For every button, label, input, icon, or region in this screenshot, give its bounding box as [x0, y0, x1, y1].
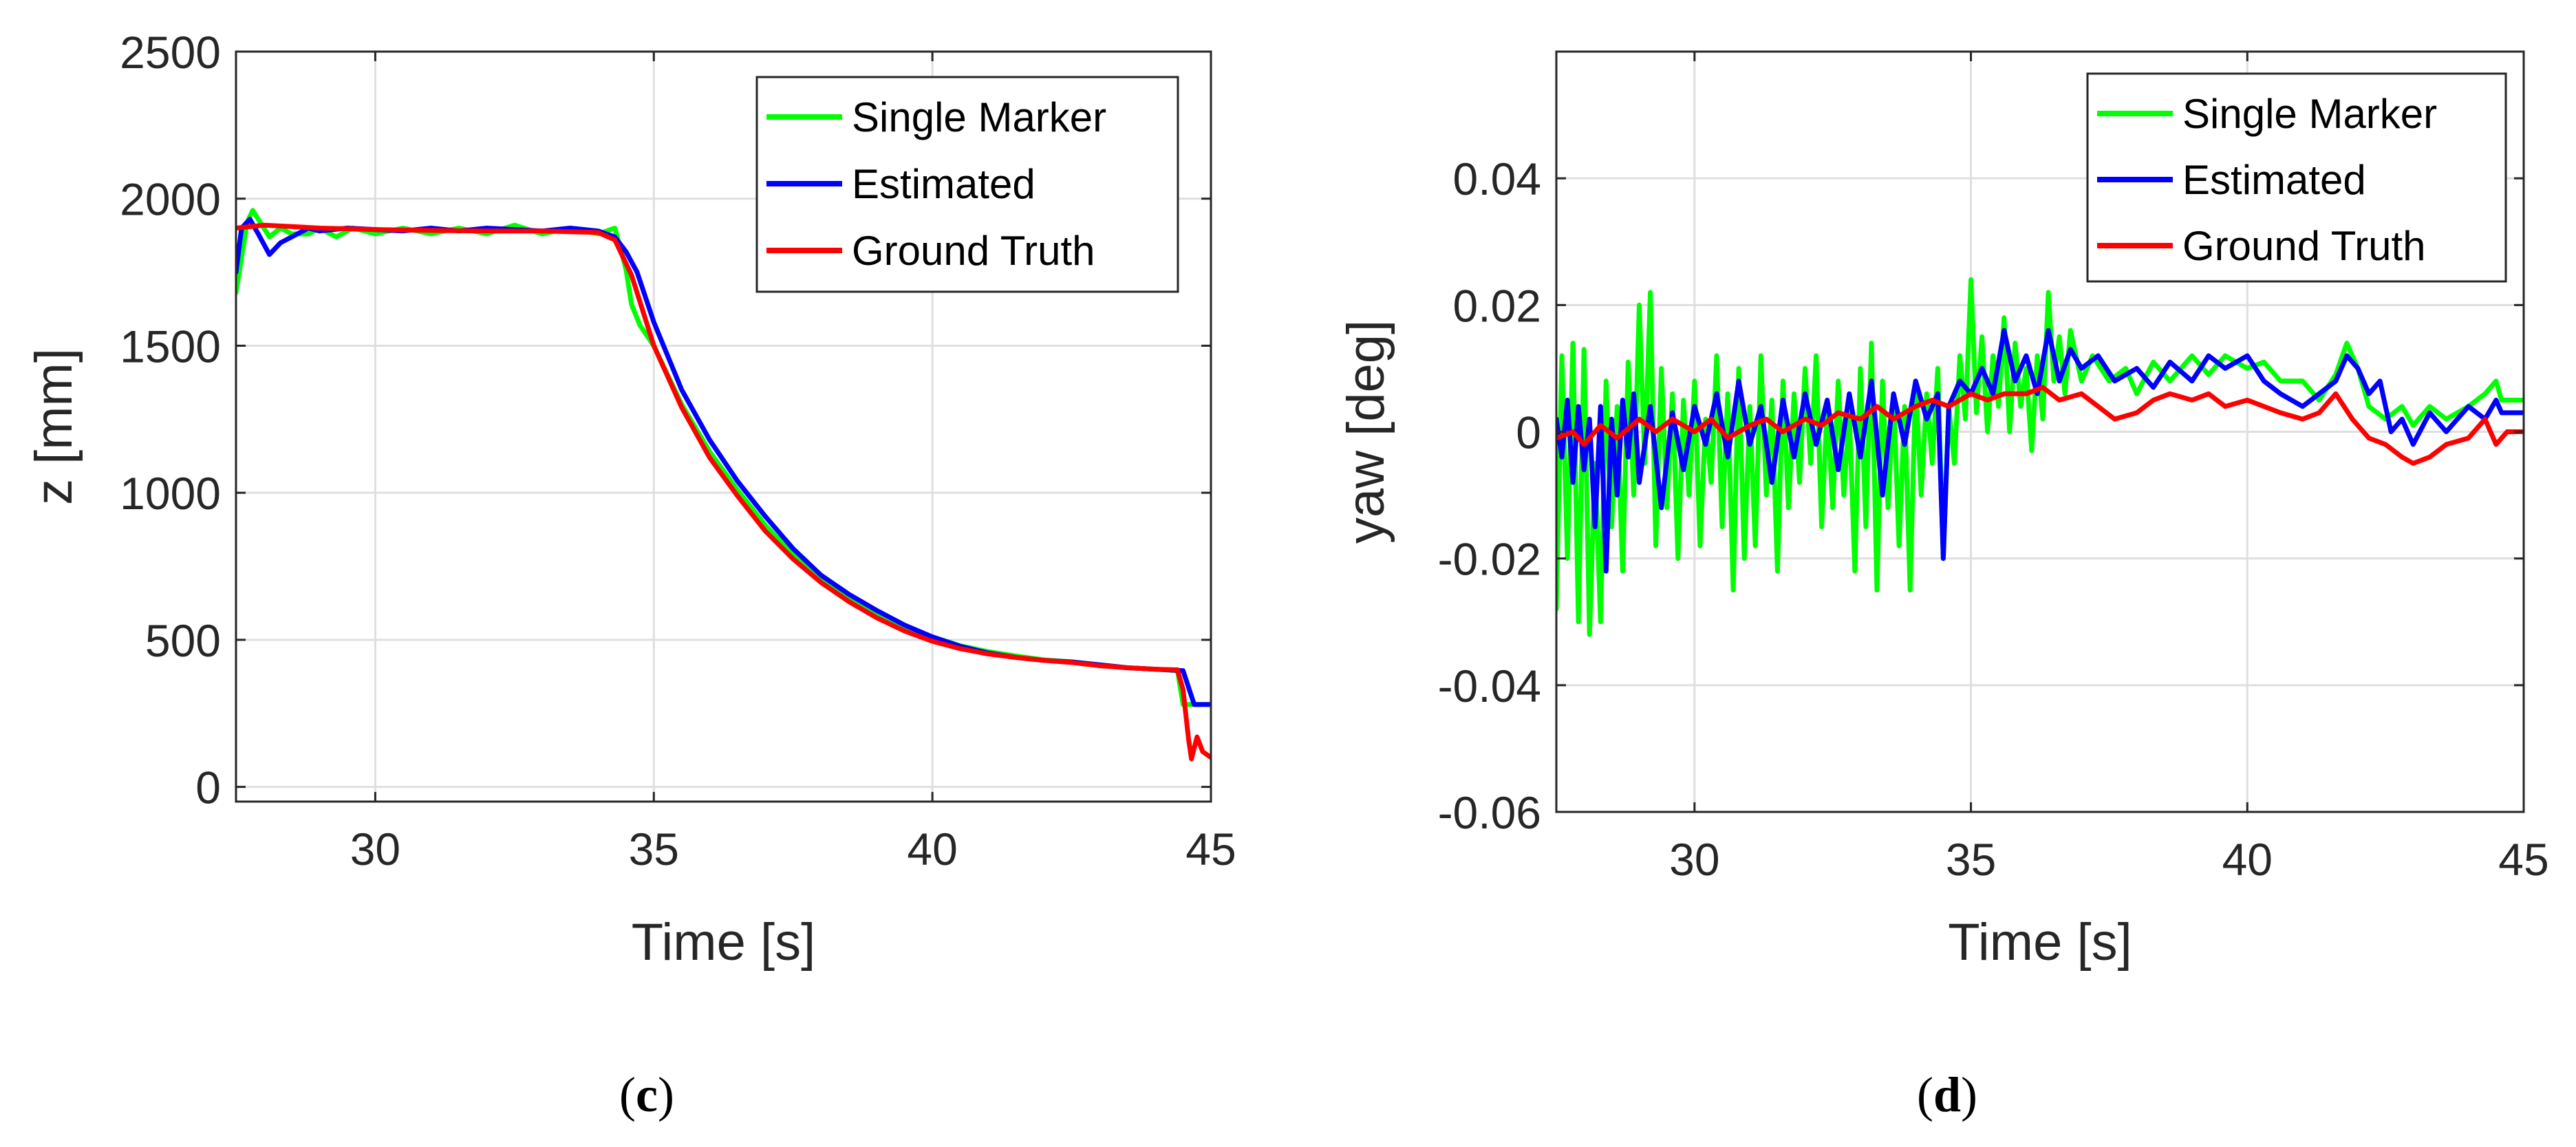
x-tick-label: 40 — [907, 824, 957, 875]
y-tick-label: -0.02 — [1438, 534, 1541, 585]
chart-panel-d: 30 35 40 45 -0.06 -0.04 -0.02 0 0.02 0.04 Time [… — [1337, 50, 2549, 1122]
y-tick-label: 2500 — [120, 27, 221, 78]
x-tick-label: 40 — [2222, 834, 2273, 885]
legend-label: Estimated — [852, 161, 1035, 207]
x-ticks-d: 30 35 40 45 — [1669, 52, 2549, 885]
y-tick-label: 0.04 — [1453, 153, 1541, 204]
series-c — [236, 208, 1211, 762]
x-ticks-c: 30 35 40 45 — [350, 52, 1236, 875]
y-tick-label: -0.04 — [1438, 661, 1541, 711]
series-line-ground-truth — [1556, 385, 2524, 466]
x-axis-label-d: Time [s] — [1948, 913, 2132, 972]
y-tick-label: 0 — [195, 762, 221, 813]
caption-c: (c) — [619, 1067, 674, 1122]
x-tick-label: 35 — [1946, 834, 1996, 885]
x-tick-label: 30 — [350, 824, 400, 875]
series-d — [1556, 277, 2524, 637]
x-tick-label: 45 — [2498, 834, 2548, 885]
caption-letter-c: c — [636, 1067, 658, 1122]
y-axis-label-d: yaw [deg] — [1337, 320, 1395, 544]
x-tick-label: 30 — [1669, 834, 1719, 885]
caption-d: (d) — [1917, 1067, 1977, 1122]
y-tick-label: 500 — [145, 615, 221, 666]
y-ticks-c: 0 500 1000 1500 2000 2500 — [120, 27, 1211, 813]
legend-c: Single Marker Estimated Ground Truth — [755, 76, 1179, 293]
series-line-estimated — [1556, 328, 2524, 574]
y-tick-label: 2000 — [120, 174, 221, 225]
y-tick-label: 1500 — [120, 321, 221, 372]
y-tick-label: 0.02 — [1453, 280, 1541, 331]
y-ticks-d: -0.06 -0.04 -0.02 0 0.02 0.04 — [1438, 153, 2524, 838]
y-axis-label-c: z [mm] — [25, 348, 83, 505]
y-tick-label: 0 — [1516, 407, 1541, 458]
legend-label: Ground Truth — [852, 228, 1095, 274]
legend-label: Single Marker — [852, 94, 1106, 140]
y-tick-label: -0.06 — [1438, 787, 1541, 838]
caption-letter-d: d — [1933, 1067, 1961, 1122]
legend-label: Ground Truth — [2182, 223, 2426, 269]
legend-label: Single Marker — [2182, 91, 2437, 137]
x-axis-label-c: Time [s] — [632, 913, 815, 972]
chart-panel-c: 30 35 40 45 0 500 1000 1500 2000 2500 Time [s] z… — [25, 27, 1236, 1122]
series-line-ground-truth — [236, 222, 1211, 762]
x-tick-label: 45 — [1185, 824, 1236, 875]
x-tick-label: 35 — [629, 824, 679, 875]
legend-label: Estimated — [2182, 157, 2366, 203]
y-tick-label: 1000 — [120, 468, 221, 519]
legend-d: Single Marker Estimated Ground Truth — [2086, 72, 2507, 283]
axes-frame-c — [235, 50, 1212, 803]
